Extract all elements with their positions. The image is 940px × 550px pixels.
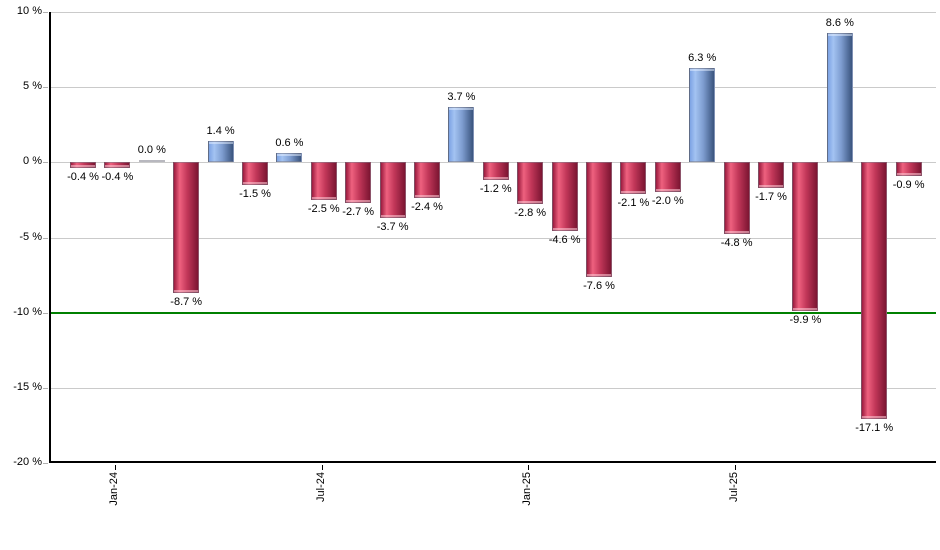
bar xyxy=(345,162,372,203)
y-tick-mark xyxy=(43,387,48,389)
bar-value-label: -8.7 % xyxy=(170,296,203,309)
bar-value-label: -0.4 % xyxy=(101,171,134,184)
bar-value-label: -4.6 % xyxy=(548,234,581,247)
gridline xyxy=(51,87,936,89)
bar-value-label: 3.7 % xyxy=(447,90,476,103)
bar xyxy=(310,162,337,200)
bar xyxy=(758,162,784,188)
bar xyxy=(414,162,440,199)
bar xyxy=(70,162,96,169)
y-tick-label: -5 % xyxy=(19,230,42,243)
bar xyxy=(482,162,509,181)
bar xyxy=(895,162,922,176)
bar-value-label: 1.4 % xyxy=(206,125,235,138)
y-tick-mark xyxy=(43,87,48,89)
y-tick-label: -20 % xyxy=(13,456,42,468)
y-tick-label: -15 % xyxy=(13,380,42,393)
bar xyxy=(620,162,647,194)
bar-value-label: -9.9 % xyxy=(789,314,822,327)
plot-area: -0.4 % -0.4 % 0.0 % -8.7 % 1.4 % -1.5 % 0.6 % -… xyxy=(49,12,936,463)
y-tick-mark xyxy=(43,12,48,13)
bar-value-label: -1.5 % xyxy=(239,187,271,200)
bar-value-label: -2.0 % xyxy=(651,195,684,208)
bar xyxy=(207,141,234,163)
bar-value-label: -1.2 % xyxy=(479,183,512,196)
bar-value-label: -2.5 % xyxy=(307,202,340,215)
bar-value-label: -1.7 % xyxy=(755,190,787,203)
bar xyxy=(517,162,544,205)
y-tick-mark xyxy=(43,463,48,464)
x-tick-label: Jan-24 xyxy=(108,472,121,506)
bar-value-label: -2.4 % xyxy=(411,201,443,214)
bar xyxy=(448,106,475,163)
bar xyxy=(792,162,819,312)
bar-value-label: -0.4 % xyxy=(67,171,99,184)
bar xyxy=(861,162,888,420)
y-tick-mark xyxy=(43,312,48,314)
y-tick-mark xyxy=(43,237,48,239)
bar xyxy=(551,162,578,232)
y-tick-label: 5 % xyxy=(23,80,42,93)
x-tick-mark xyxy=(321,465,323,470)
y-tick-label: -10 % xyxy=(13,305,42,318)
y-tick-label: 0 % xyxy=(23,155,42,168)
bar-value-label: -2.1 % xyxy=(617,196,650,209)
bar xyxy=(138,160,165,163)
bar xyxy=(242,162,268,185)
bar-value-label: 0.6 % xyxy=(275,137,304,150)
bar-value-label: 6.3 % xyxy=(688,51,717,64)
x-tick-mark xyxy=(115,465,117,470)
gridline xyxy=(51,237,936,239)
bar-value-label: -7.6 % xyxy=(583,279,615,292)
y-tick-label: 10 % xyxy=(16,5,42,17)
bar xyxy=(586,162,612,277)
gridline xyxy=(51,12,936,13)
bar-value-label: -3.7 % xyxy=(376,220,409,233)
bar-value-label: -2.7 % xyxy=(342,205,375,218)
bar xyxy=(654,162,681,193)
y-tick-mark xyxy=(43,162,48,164)
x-tick-label: Jul-24 xyxy=(314,472,327,502)
bar-value-label: 0.0 % xyxy=(137,144,166,157)
x-tick-mark xyxy=(734,465,736,470)
bar xyxy=(379,162,406,218)
x-tick-mark xyxy=(528,465,530,470)
bar xyxy=(173,162,200,294)
bar xyxy=(104,162,131,169)
bar xyxy=(689,67,716,163)
x-tick-label: Jul-25 xyxy=(727,472,740,502)
bar-value-label: -2.8 % xyxy=(514,207,547,220)
bar-value-label: -17.1 % xyxy=(855,422,894,435)
x-tick-label: Jan-25 xyxy=(521,472,534,506)
gridline xyxy=(51,387,936,389)
bar-value-label: -0.9 % xyxy=(892,178,925,191)
bar-value-label: 8.6 % xyxy=(825,17,854,30)
bar xyxy=(276,153,303,163)
bar-value-label: -4.8 % xyxy=(720,237,753,250)
threshold-line xyxy=(51,311,936,314)
bar xyxy=(826,33,853,163)
bar xyxy=(723,162,750,235)
